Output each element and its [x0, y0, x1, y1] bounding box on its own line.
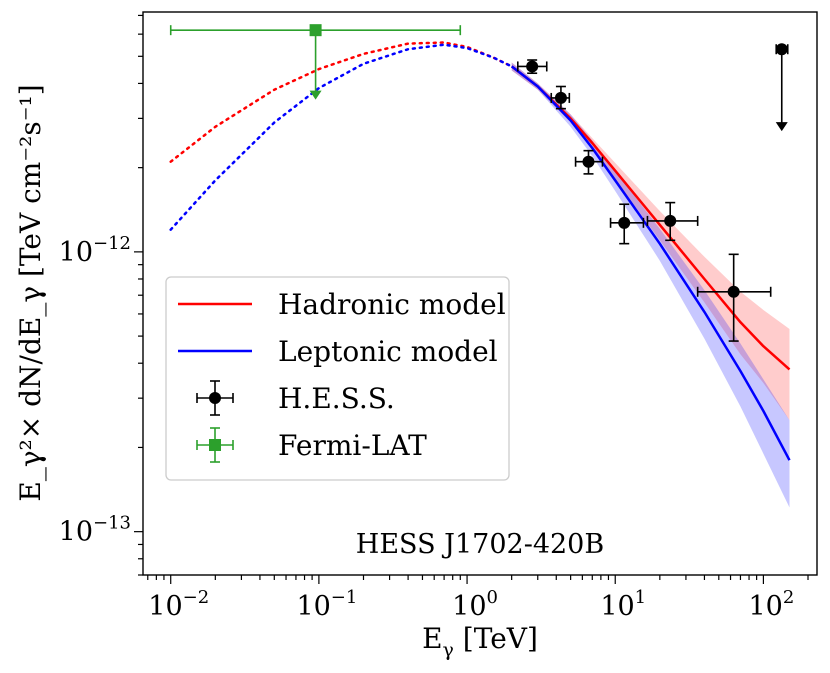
hess-upper-limit	[775, 43, 789, 132]
legend: Hadronic model Leptonic model H.E.S.S. Ferm…	[165, 276, 510, 481]
axes: 10−2 10−1 100 101 102 10−13 10−12	[59, 11, 818, 622]
source-annotation: HESS J1702-420B	[356, 529, 604, 560]
hess-point-1	[516, 59, 548, 75]
legend-box	[165, 276, 510, 481]
x-axis-label-unit: [TeV]	[454, 622, 538, 655]
legend-marker-4	[196, 427, 234, 463]
x-tick-label-1: 10−2	[148, 587, 209, 622]
curve-leptonic-model	[510, 65, 791, 461]
y-axis-label: E_γ²× dN/dE_γ [TeV cm⁻²s⁻¹]	[14, 84, 47, 501]
fermi-lat-point	[169, 24, 462, 100]
legend-label-1: Hadronic model	[278, 288, 506, 321]
x-tick-label-5: 102	[748, 587, 794, 622]
y-tick-label-1: 10−13	[59, 513, 131, 548]
hess-point-3	[574, 149, 604, 175]
x-tick-label-3: 100	[452, 587, 498, 622]
x-tick-label-2: 10−1	[296, 587, 357, 622]
legend-marker-3	[196, 380, 234, 416]
hess-point-5	[646, 201, 699, 242]
curve-hadronic-model-dotted	[169, 41, 513, 163]
y-tick-label-2: 10−12	[59, 233, 131, 268]
x-axis-label: Eγ [TeV]	[422, 622, 538, 661]
x-axis-label-sub: γ	[443, 639, 454, 661]
model-curves	[169, 41, 791, 461]
legend-label-3: H.E.S.S.	[278, 382, 395, 415]
hess-point-4	[609, 203, 645, 245]
legend-entry-4: Fermi-LAT	[196, 427, 427, 463]
x-axis-label-main: E	[422, 622, 442, 655]
x-tick-label-4: 101	[600, 587, 646, 622]
legend-entry-3: H.E.S.S.	[196, 380, 395, 416]
data-points	[169, 24, 789, 342]
svg-text:Eγ [TeV]: Eγ [TeV]	[422, 622, 538, 661]
hess-point-2	[550, 85, 571, 110]
band-leptonic-model	[511, 62, 790, 508]
plot-frame	[142, 11, 818, 576]
hess-point-6	[696, 253, 772, 342]
curve-leptonic-model-dotted	[169, 43, 513, 231]
legend-entry-2: Leptonic model	[178, 335, 498, 368]
legend-label-4: Fermi-LAT	[278, 429, 427, 462]
legend-entry-1: Hadronic model	[178, 288, 506, 321]
model-error-bands	[511, 62, 790, 508]
legend-label-2: Leptonic model	[278, 335, 498, 368]
